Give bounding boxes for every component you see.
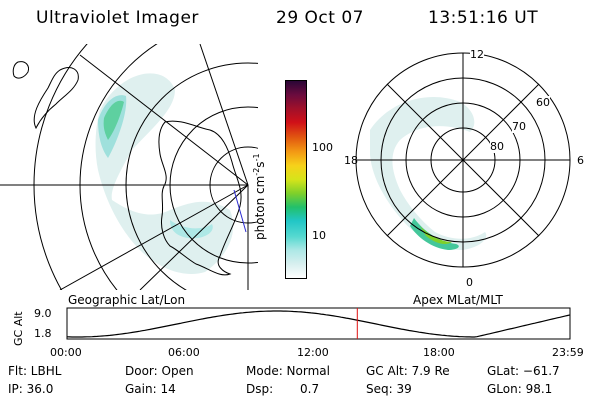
meridian-line (79, 54, 249, 186)
altitude-ytick-high: 9.0 (34, 307, 52, 320)
lat-label-80: 80 (490, 140, 504, 153)
mlt-label-18: 18 (344, 154, 358, 167)
aurora-haze (95, 73, 234, 274)
meridian-line (199, 44, 249, 186)
aurora-core (103, 100, 124, 140)
status-mode: Mode: Normal (246, 364, 330, 378)
aurora-oval-core (420, 226, 452, 244)
lat-label-70: 70 (512, 120, 526, 133)
instrument-title: Ultraviolet Imager (36, 8, 199, 28)
meridian-line (59, 184, 249, 290)
status-flt: Flt: LBHL (8, 364, 62, 378)
mlt-label-0: 0 (466, 276, 473, 289)
status-ip: IP: 36.0 (8, 382, 54, 396)
aurora-lower-patch (170, 220, 213, 239)
altitude-xtick-0600: 06:00 (168, 346, 200, 359)
status-dsp-label: Dsp: (246, 382, 274, 396)
coastline-fragment (12, 61, 29, 79)
colorbar (285, 80, 307, 279)
status-glon: GLon: 98.1 (487, 382, 553, 396)
sun-vector (233, 189, 247, 233)
status-dsp-value: 0.7 (300, 382, 320, 396)
status-door: Door: Open (125, 364, 194, 378)
status-gc-alt: GC Alt: 7.9 Re (366, 364, 450, 378)
altitude-xtick-1200: 12:00 (297, 346, 329, 359)
right-panel-caption: Apex MLat/MLT (413, 293, 503, 307)
colorbar-tick-10: 10 (312, 229, 326, 242)
altitude-xtick-2359: 23:59 (552, 346, 584, 359)
altitude-xtick-1800: 18:00 (423, 346, 455, 359)
coastline-island (33, 67, 79, 130)
left-panel-caption-text: Geographic Lat/Lon (68, 293, 186, 307)
time-label: 13:51:16 UT (428, 8, 539, 28)
colorbar-tick-100: 100 (312, 141, 333, 154)
status-seq: Seq: 39 (366, 382, 412, 396)
altitude-plot-frame (66, 307, 571, 340)
altitude-xtick-0000: 00:00 (50, 346, 82, 359)
polar-axis-diagonal (386, 83, 540, 237)
mlt-label-12: 12 (470, 48, 484, 61)
colorbar-gradient (286, 81, 306, 278)
mlt-label-6: 6 (577, 154, 584, 167)
coastline-antarctica (158, 120, 242, 276)
altitude-ytick-low: 1.8 (34, 327, 52, 340)
meridian-line (139, 184, 249, 290)
date-label: 29 Oct 07 (276, 8, 364, 28)
altitude-curve (66, 310, 571, 338)
lat-label-60: 60 (536, 96, 550, 109)
status-glat: GLat: −61.7 (487, 364, 560, 378)
status-gain: Gain: 14 (125, 382, 176, 396)
